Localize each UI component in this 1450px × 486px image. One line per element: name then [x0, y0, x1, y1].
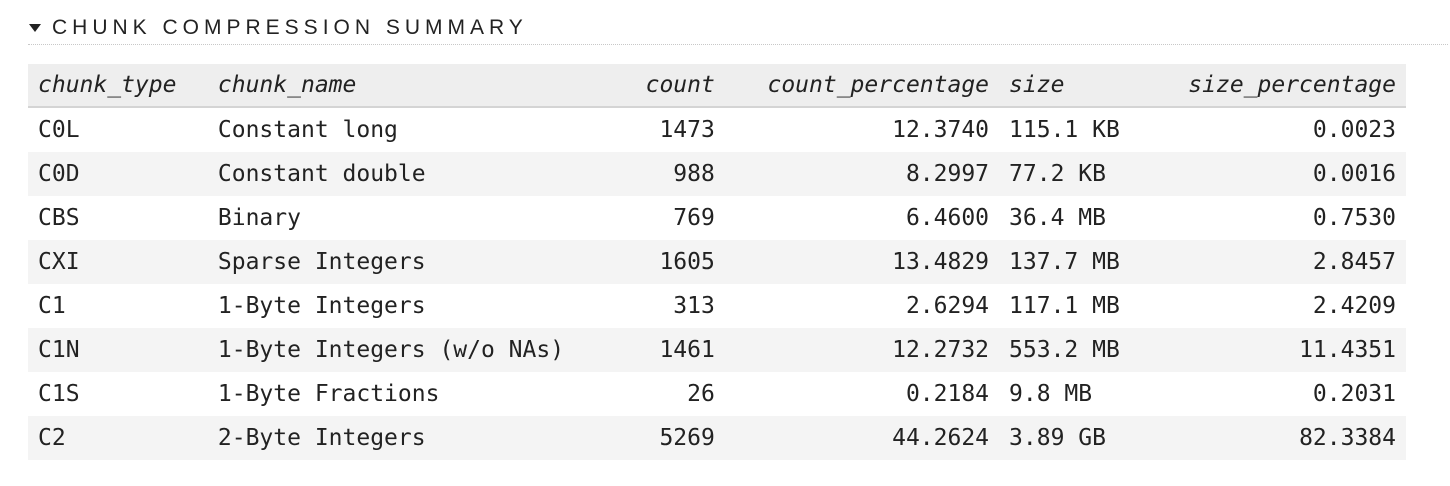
cell-chunk-name: Constant double [217, 161, 426, 187]
cell-count-percentage: 12.2732 [892, 337, 990, 363]
cell-chunk-type: C1 [38, 293, 66, 319]
cell-count: 26 [687, 381, 715, 407]
table-row: C1S 1-Byte Fractions 26 0.2184 9.8 MB 0.… [28, 372, 1406, 416]
cell-size-percentage: 0.7530 [1312, 205, 1396, 231]
section-header-toggle[interactable]: CHUNK COMPRESSION SUMMARY [28, 12, 1448, 45]
column-header-chunk-name: chunk_name [217, 72, 357, 98]
cell-chunk-type: C0D [38, 161, 80, 187]
column-header-count-percentage: count_percentage [767, 72, 990, 98]
cell-chunk-type: C1N [38, 337, 80, 363]
caret-down-icon[interactable] [29, 24, 41, 32]
column-header-chunk-type: chunk_type [38, 72, 177, 98]
table-row: C1N 1-Byte Integers (w/o NAs) 1461 12.27… [28, 328, 1406, 372]
table-row: C0L Constant long 1473 12.3740 115.1 KB … [28, 107, 1406, 152]
cell-size-percentage: 2.4209 [1312, 293, 1396, 319]
cell-size: 3.89 GB [1009, 425, 1106, 451]
cell-count-percentage: 6.4600 [905, 205, 990, 231]
cell-size: 9.8 MB [1009, 381, 1093, 407]
cell-count: 1605 [659, 249, 715, 275]
cell-count: 1461 [659, 337, 715, 363]
cell-count-percentage: 8.2997 [905, 161, 990, 187]
cell-count-percentage: 0.2184 [905, 381, 990, 407]
cell-chunk-type: CBS [38, 205, 80, 231]
cell-size: 553.2 MB [1009, 337, 1120, 363]
cell-size-percentage: 2.8457 [1312, 249, 1396, 275]
chunk-summary-table: chunk_type chunk_name count count_percen… [28, 64, 1406, 460]
cell-chunk-name: 1-Byte Fractions [217, 381, 440, 407]
cell-count: 313 [673, 293, 715, 319]
cell-count: 5269 [659, 425, 715, 451]
section-title: CHUNK COMPRESSION SUMMARY [52, 16, 528, 39]
cell-count-percentage: 2.6294 [905, 293, 990, 319]
cell-size-percentage: 0.0023 [1312, 117, 1396, 143]
column-header-size: size [1009, 72, 1065, 98]
cell-chunk-name: 2-Byte Integers [217, 425, 426, 451]
cell-chunk-name: Sparse Integers [217, 249, 426, 275]
cell-count-percentage: 12.3740 [892, 117, 990, 143]
column-header-count: count [645, 72, 715, 98]
cell-count-percentage: 13.4829 [892, 249, 990, 275]
cell-count-percentage: 44.2624 [892, 425, 990, 451]
cell-chunk-type: C1S [38, 381, 80, 407]
cell-size: 117.1 MB [1009, 293, 1120, 319]
table-row: CXI Sparse Integers 1605 13.4829 137.7 M… [28, 240, 1406, 284]
column-header-size-percentage: size_percentage [1188, 72, 1396, 98]
cell-size-percentage: 0.0016 [1312, 161, 1396, 187]
table-row: CBS Binary 769 6.4600 36.4 MB 0.7530 [28, 196, 1406, 240]
cell-count: 988 [673, 161, 715, 187]
cell-size: 77.2 KB [1009, 161, 1106, 187]
cell-chunk-name: Binary [217, 205, 301, 231]
cell-size: 115.1 KB [1009, 117, 1120, 143]
table-row: C0D Constant double 988 8.2997 77.2 KB 0… [28, 152, 1406, 196]
table-header-row: chunk_type chunk_name count count_percen… [28, 64, 1406, 107]
cell-chunk-type: CXI [38, 249, 80, 275]
chunk-compression-summary-section: CHUNK COMPRESSION SUMMARY chunk_type chu… [28, 12, 1448, 460]
cell-size-percentage: 0.2031 [1312, 381, 1396, 407]
cell-chunk-type: C2 [38, 425, 66, 451]
cell-size: 36.4 MB [1009, 205, 1106, 231]
cell-chunk-name: 1-Byte Integers (w/o NAs) [217, 337, 565, 363]
table-row: C2 2-Byte Integers 5269 44.2624 3.89 GB … [28, 416, 1406, 460]
cell-chunk-name: 1-Byte Integers [217, 293, 426, 319]
cell-size-percentage: 11.4351 [1299, 337, 1396, 363]
cell-count: 1473 [659, 117, 715, 143]
cell-chunk-type: C0L [38, 117, 80, 143]
cell-size: 137.7 MB [1009, 249, 1120, 275]
cell-size-percentage: 82.3384 [1299, 425, 1396, 451]
cell-chunk-name: Constant long [217, 117, 398, 143]
cell-count: 769 [673, 205, 715, 231]
table-row: C1 1-Byte Integers 313 2.6294 117.1 MB 2… [28, 284, 1406, 328]
